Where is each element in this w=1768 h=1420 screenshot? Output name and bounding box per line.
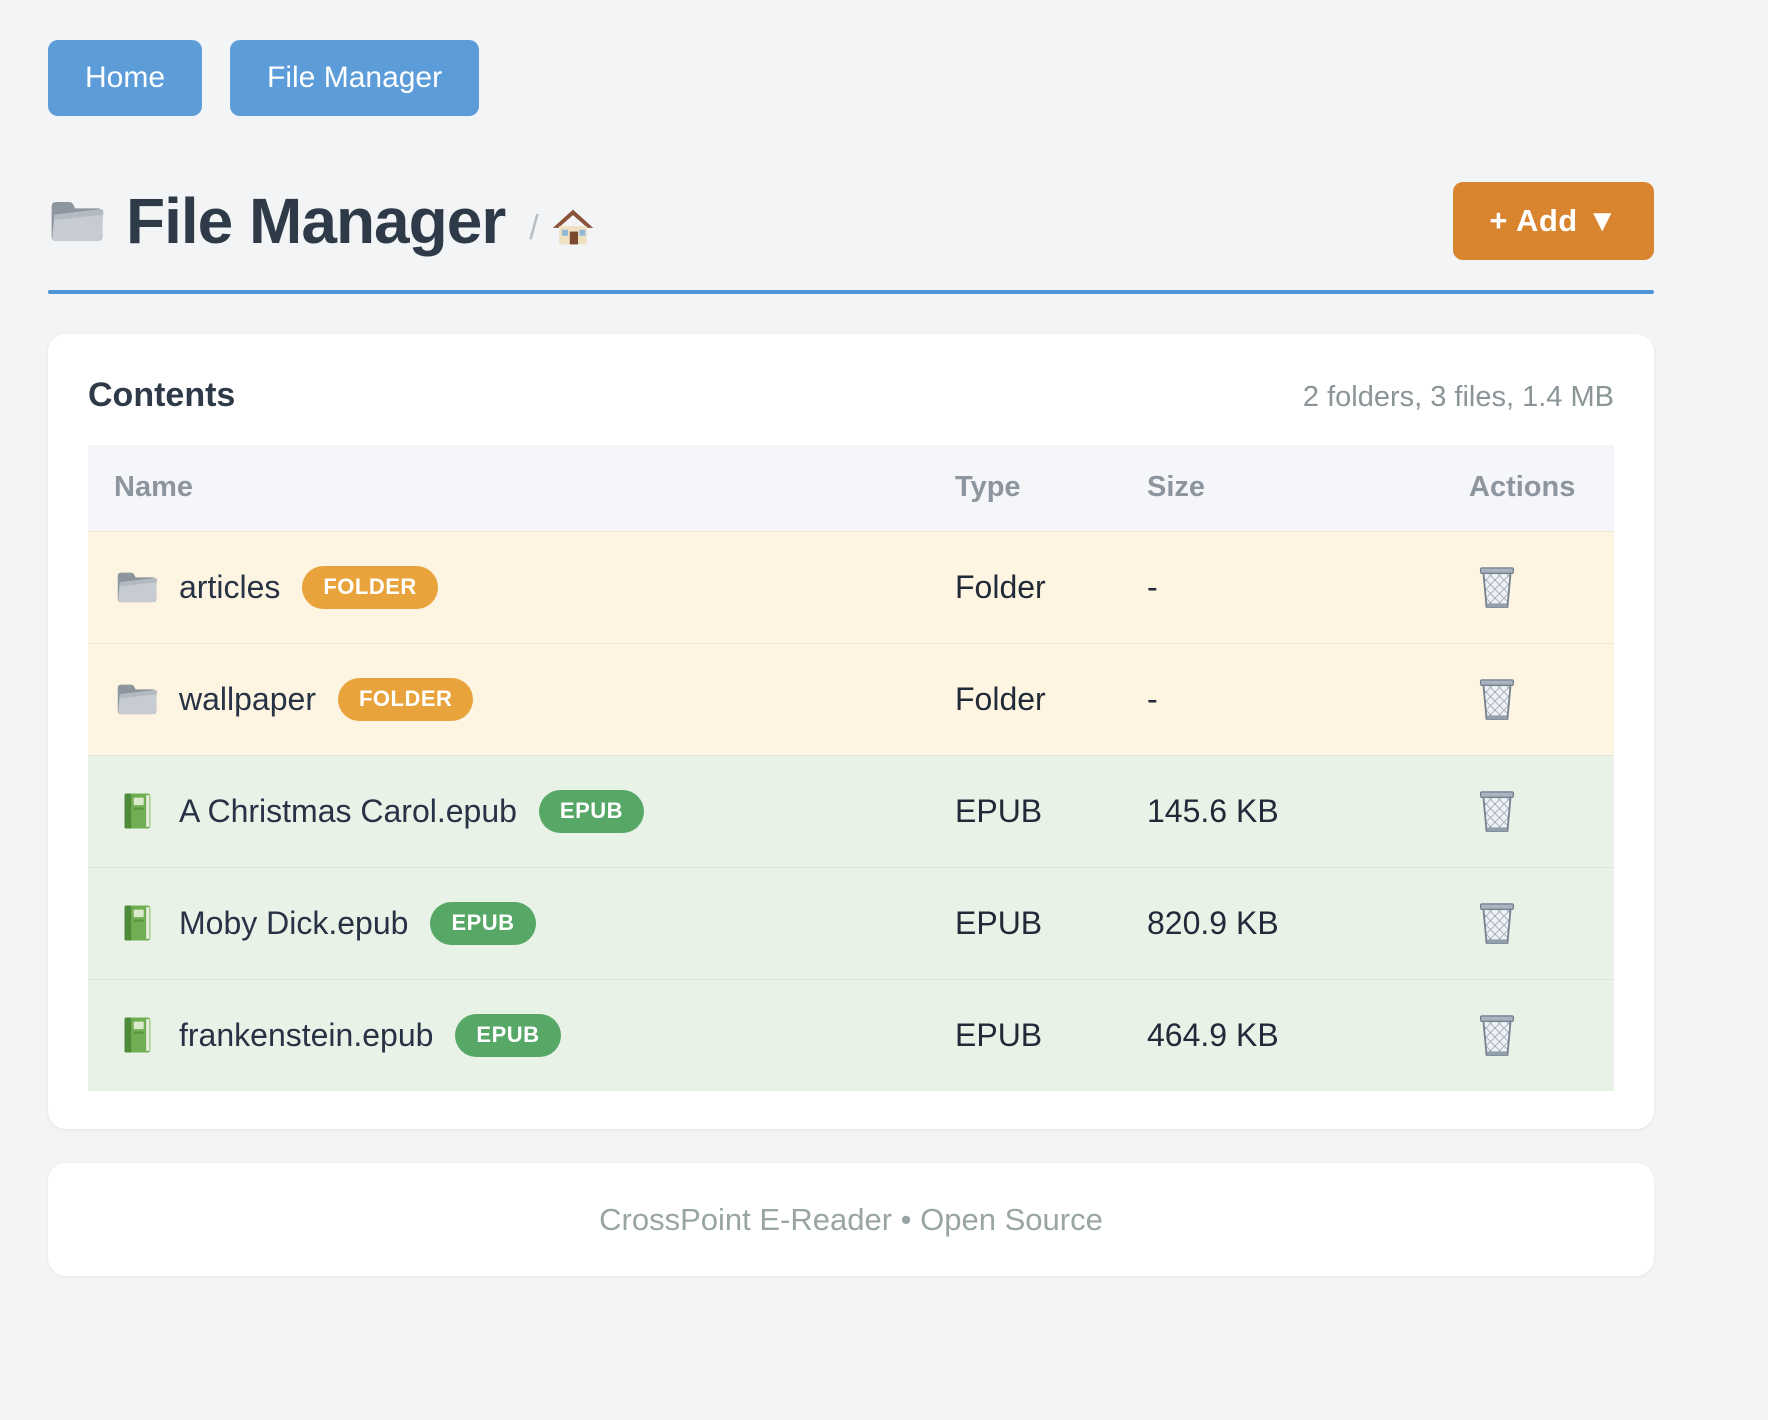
- item-size: 464.9 KB: [1147, 1016, 1279, 1053]
- item-badge: EPUB: [538, 789, 645, 833]
- delete-button[interactable]: [1477, 1009, 1517, 1061]
- green-book-icon: [115, 903, 159, 943]
- table-row: A Christmas Carol.epub EPUB EPUB 145.6 K…: [88, 755, 1614, 867]
- column-header-size: Size: [1146, 445, 1468, 531]
- name-cell: wallpaper FOLDER: [89, 677, 953, 721]
- item-badge: EPUB: [455, 1013, 561, 1057]
- item-size: 820.9 KB: [1147, 904, 1279, 941]
- green-book-icon: [115, 1015, 159, 1055]
- delete-button[interactable]: [1477, 785, 1517, 837]
- item-name[interactable]: Moby Dick.epub: [179, 904, 409, 941]
- delete-button[interactable]: [1477, 561, 1517, 613]
- item-size: -: [1147, 568, 1158, 605]
- wastebasket-icon: [1477, 673, 1517, 725]
- file-table: Name Type Size Actions articles FOLDER F…: [88, 445, 1614, 1091]
- delete-button[interactable]: [1477, 897, 1517, 949]
- item-type: Folder: [955, 680, 1046, 717]
- table-row: wallpaper FOLDER Folder -: [88, 643, 1614, 755]
- table-row: frankenstein.epub EPUB EPUB 464.9 KB: [88, 979, 1614, 1091]
- folder-icon: [48, 195, 106, 247]
- column-header-actions: Actions: [1468, 445, 1614, 531]
- table-header-row: Name Type Size Actions: [88, 445, 1614, 531]
- breadcrumb-separator: /: [529, 208, 539, 247]
- item-type: Folder: [955, 568, 1046, 605]
- item-size: -: [1147, 680, 1158, 717]
- item-name[interactable]: wallpaper: [179, 680, 316, 717]
- item-name[interactable]: articles: [179, 568, 281, 605]
- item-name[interactable]: frankenstein.epub: [179, 1016, 434, 1053]
- item-type: EPUB: [955, 904, 1043, 941]
- folder-icon: [115, 567, 159, 607]
- item-type: EPUB: [955, 1016, 1043, 1053]
- wastebasket-icon: [1477, 897, 1517, 949]
- title-divider: [48, 290, 1654, 294]
- green-book-icon: [115, 791, 159, 831]
- contents-title: Contents: [88, 376, 236, 414]
- folder-icon: [115, 679, 159, 719]
- add-button[interactable]: + Add ▼: [1453, 182, 1654, 260]
- home-button[interactable]: Home: [48, 40, 203, 116]
- footer-card: CrossPoint E-Reader • Open Source: [48, 1163, 1654, 1276]
- table-row: articles FOLDER Folder -: [88, 531, 1614, 643]
- column-header-name: Name: [88, 445, 954, 531]
- item-badge: FOLDER: [302, 565, 438, 609]
- item-badge: FOLDER: [337, 677, 474, 721]
- wastebasket-icon: [1477, 785, 1517, 837]
- contents-card-header: Contents 2 folders, 3 files, 1.4 MB: [88, 376, 1614, 415]
- wastebasket-icon: [1477, 1009, 1517, 1061]
- name-cell: articles FOLDER: [89, 565, 953, 609]
- contents-card: Contents 2 folders, 3 files, 1.4 MB Name…: [48, 334, 1654, 1129]
- name-cell: Moby Dick.epub EPUB: [89, 901, 953, 945]
- file-table-body: articles FOLDER Folder - wallpaper: [88, 531, 1614, 1091]
- delete-button[interactable]: [1477, 673, 1517, 725]
- item-type: EPUB: [955, 792, 1043, 829]
- name-cell: frankenstein.epub EPUB: [89, 1013, 953, 1057]
- column-header-type: Type: [954, 445, 1146, 531]
- table-row: Moby Dick.epub EPUB EPUB 820.9 KB: [88, 867, 1614, 979]
- page: Home File Manager File Manager / + Add ▼…: [48, 40, 1654, 1276]
- name-cell: A Christmas Carol.epub EPUB: [89, 789, 953, 833]
- top-nav: Home File Manager: [48, 40, 1654, 116]
- page-header: File Manager / + Add ▼: [48, 182, 1654, 260]
- wastebasket-icon: [1477, 561, 1517, 613]
- item-badge: EPUB: [430, 901, 536, 945]
- item-name[interactable]: A Christmas Carol.epub: [179, 792, 517, 829]
- page-title: File Manager: [126, 185, 506, 257]
- item-size: 145.6 KB: [1147, 792, 1279, 829]
- house-icon[interactable]: [551, 193, 595, 249]
- file-manager-button[interactable]: File Manager: [230, 40, 480, 116]
- contents-summary: 2 folders, 3 files, 1.4 MB: [1302, 381, 1614, 413]
- footer-text: CrossPoint E-Reader • Open Source: [599, 1201, 1103, 1237]
